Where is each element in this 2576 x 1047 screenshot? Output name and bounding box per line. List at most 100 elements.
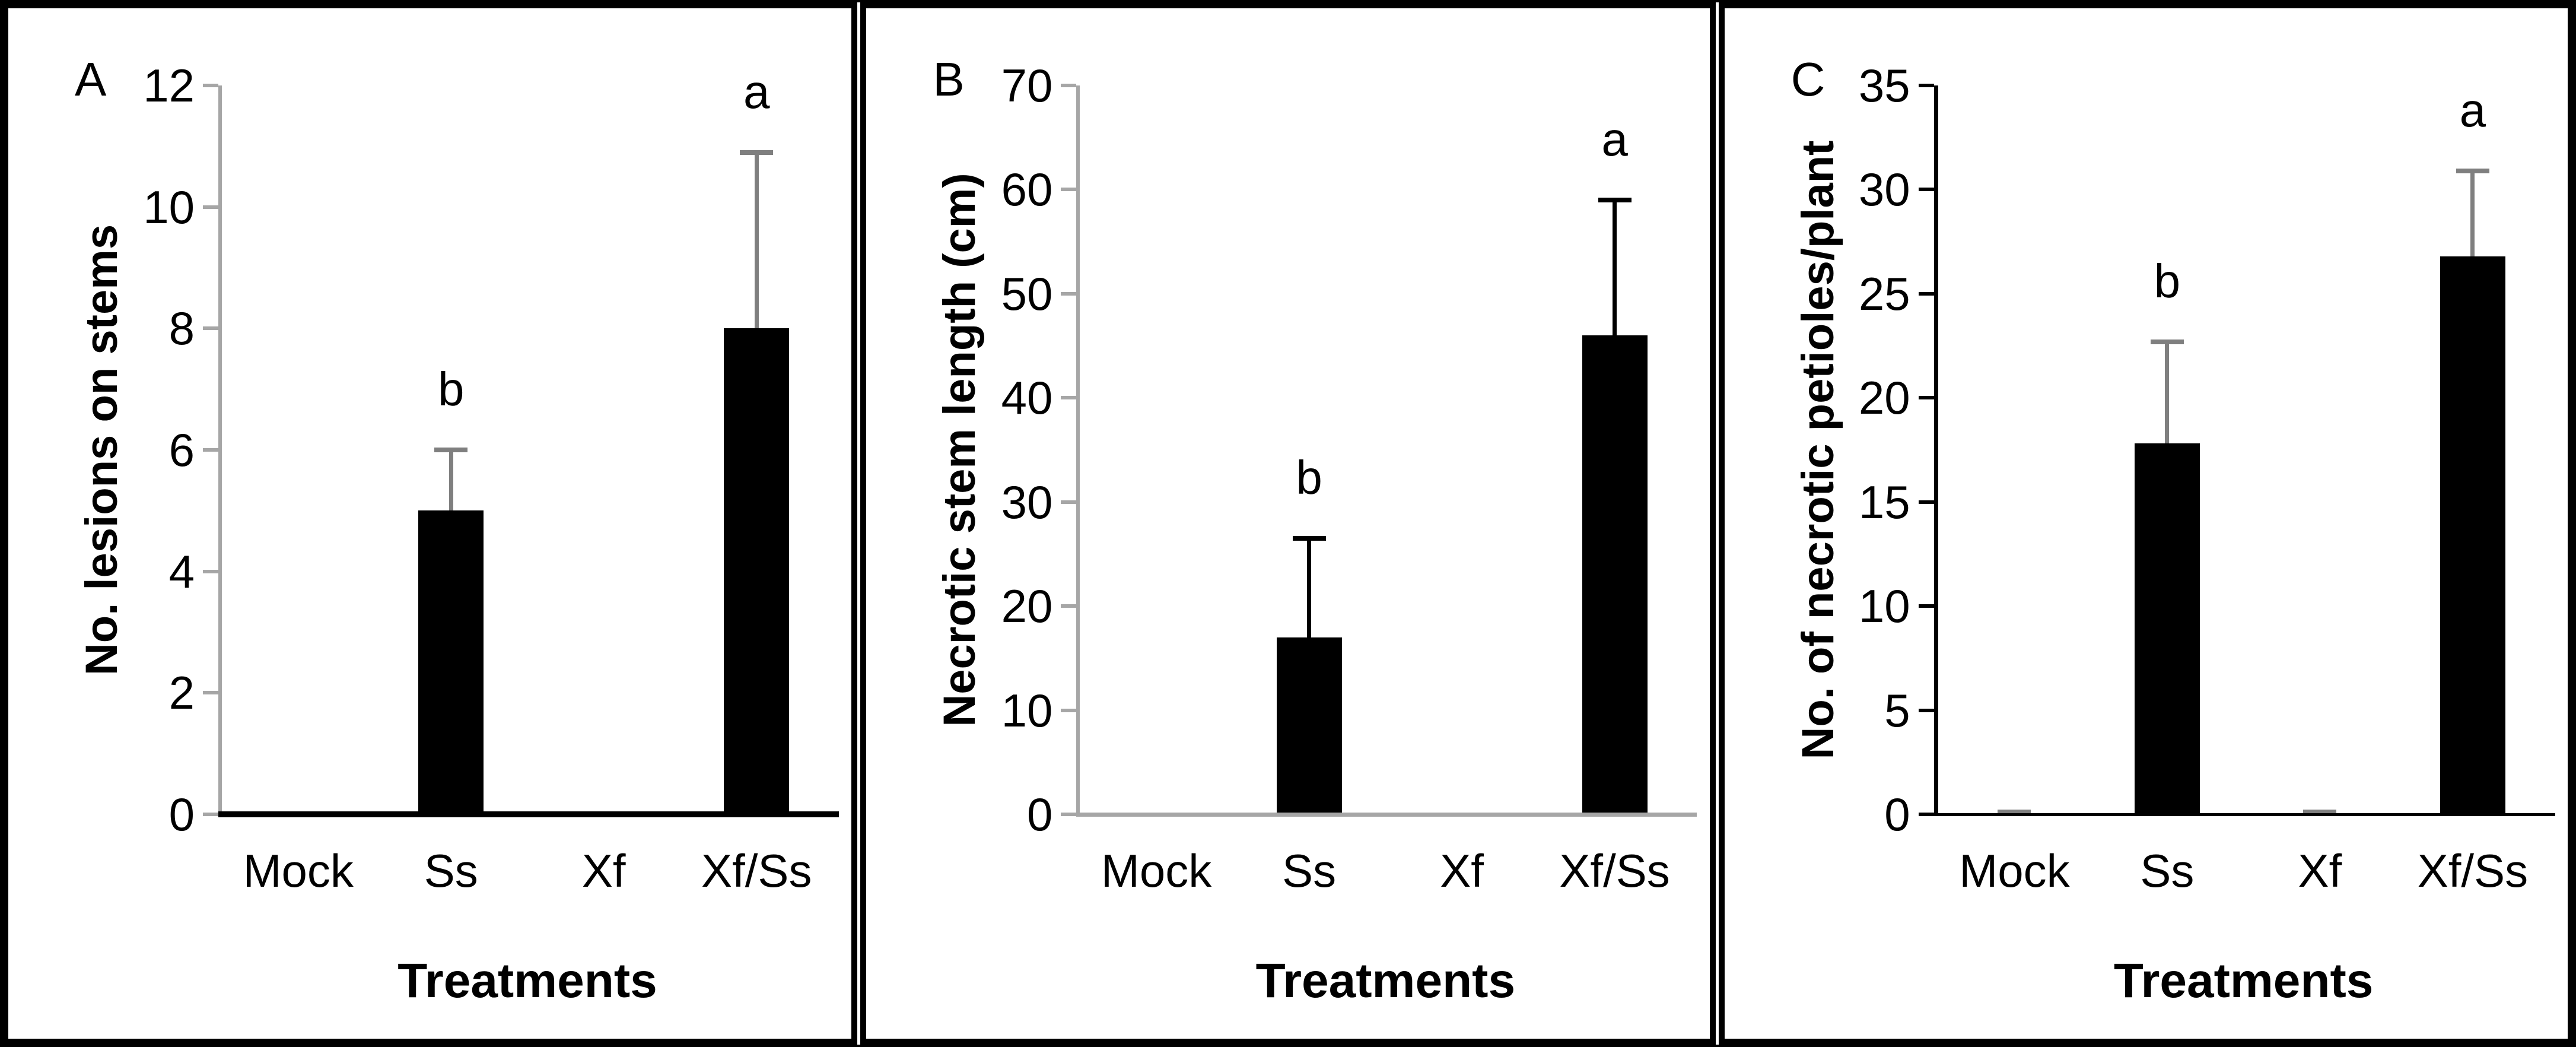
error-bar-line (2470, 170, 2475, 256)
bar-ss (2134, 443, 2200, 816)
error-bar-cap (1292, 536, 1326, 541)
category-label: Ss (1282, 845, 1337, 897)
x-axis-title: Treatments (2113, 954, 2374, 1008)
y-tick-label: 4 (168, 545, 195, 598)
y-axis-line (218, 85, 222, 817)
y-axis-title: No. of necrotic petioles/plant (1792, 140, 1843, 760)
y-tick-mark (1918, 604, 1934, 608)
y-tick-label: 60 (1001, 163, 1053, 216)
error-bar-line (754, 152, 759, 329)
y-tick-label: 30 (1858, 163, 1910, 216)
x-axis-line (218, 811, 839, 817)
category-label: Xf/Ss (2417, 845, 2529, 897)
error-bar-line (449, 450, 453, 511)
y-tick-mark (203, 569, 218, 573)
x-axis-line (1076, 812, 1697, 817)
error-bar-line (1613, 199, 1617, 336)
y-axis-title: Necrotic stem length (cm) (934, 173, 985, 727)
y-tick-label: 50 (1001, 267, 1053, 320)
y-tick-label: 20 (1001, 580, 1053, 633)
y-tick-label: 10 (1858, 580, 1910, 633)
error-bar-cap (434, 448, 468, 452)
y-tick-mark (1061, 813, 1077, 816)
y-tick-mark (1918, 708, 1934, 712)
y-tick-mark (1061, 84, 1077, 87)
category-label: Mock (1959, 845, 2070, 897)
category-label: Xf/Ss (701, 845, 812, 897)
y-tick-mark (1061, 604, 1077, 608)
panel-letter: A (75, 53, 107, 106)
chart-panel-b: B Necrotic stem length (cm) 0 10 20 30 40 50 6… (860, 2, 1716, 1045)
error-bar-cap (2150, 339, 2184, 344)
category-label: Xf (1440, 845, 1484, 897)
zero-error-cap (2303, 810, 2337, 813)
y-tick-label: 30 (1001, 475, 1053, 528)
bar-xf-ss (2440, 256, 2505, 816)
significance-letter: b (2154, 254, 2181, 307)
chart-panel-a: A No. lesions on stems 0 2 4 6 8 10 12 Mock b Ss X… (2, 2, 858, 1045)
error-bar-cap (2456, 168, 2489, 173)
y-tick-label: 10 (143, 180, 195, 233)
error-bar-cap (1598, 197, 1632, 202)
significance-letter: a (743, 65, 770, 118)
y-tick-mark (1061, 708, 1077, 712)
y-tick-label: 12 (143, 59, 195, 112)
y-tick-mark (203, 205, 218, 209)
y-tick-label: 40 (1001, 372, 1053, 424)
y-tick-label: 5 (1884, 684, 1910, 737)
y-tick-mark (1061, 500, 1077, 504)
y-axis-line (1076, 85, 1080, 817)
y-tick-mark (1918, 396, 1934, 400)
significance-letter: a (2459, 83, 2486, 137)
x-axis-title: Treatments (1255, 954, 1516, 1008)
y-tick-mark (1061, 291, 1077, 296)
significance-letter: b (1296, 451, 1322, 505)
chart-panel-c: C No. of necrotic petioles/plant 0 5 10 15 2… (1718, 2, 2574, 1045)
y-tick-label: 20 (1858, 372, 1910, 424)
y-tick-mark (1918, 84, 1934, 87)
y-tick-label: 2 (168, 667, 195, 719)
x-axis-title: Treatments (397, 954, 657, 1008)
category-label: Xf (581, 845, 626, 897)
bar-ss (1276, 637, 1342, 817)
category-label: Xf/Ss (1559, 845, 1670, 897)
panel-letter: C (1791, 53, 1826, 106)
y-tick-label: 8 (168, 302, 195, 355)
y-tick-label: 0 (168, 788, 195, 840)
y-tick-label: 0 (1884, 788, 1910, 840)
y-tick-mark (1061, 396, 1077, 400)
y-tick-label: 0 (1026, 788, 1053, 840)
panel-letter: B (933, 53, 965, 106)
y-tick-mark (203, 326, 218, 331)
error-bar-line (2165, 341, 2170, 444)
category-label: Xf (2298, 845, 2342, 897)
y-tick-mark (1918, 813, 1934, 816)
category-label: Mock (243, 845, 354, 897)
y-tick-mark (203, 813, 218, 816)
significance-letter: b (438, 363, 465, 415)
y-tick-mark (1918, 500, 1934, 504)
bar-xf-ss (724, 328, 790, 817)
y-tick-label: 35 (1858, 59, 1910, 112)
significance-letter: a (1601, 112, 1628, 166)
y-tick-label: 25 (1858, 267, 1910, 320)
category-label: Ss (424, 845, 478, 897)
y-tick-label: 15 (1858, 475, 1910, 528)
y-tick-mark (203, 84, 218, 87)
y-tick-mark (1918, 291, 1934, 296)
error-bar-line (1307, 538, 1312, 637)
bar-xf-ss (1582, 335, 1648, 817)
zero-error-cap (1998, 810, 2031, 813)
bar-ss (418, 510, 484, 817)
y-axis-line (1933, 85, 1938, 816)
y-tick-label: 6 (168, 424, 195, 476)
x-axis-line (1933, 813, 2555, 816)
category-label: Ss (2140, 845, 2195, 897)
y-tick-mark (1061, 188, 1077, 192)
category-label: Mock (1101, 845, 1212, 897)
error-bar-cap (740, 150, 774, 155)
y-tick-label: 10 (1001, 684, 1053, 737)
y-tick-mark (203, 448, 218, 452)
y-tick-mark (1918, 188, 1934, 192)
